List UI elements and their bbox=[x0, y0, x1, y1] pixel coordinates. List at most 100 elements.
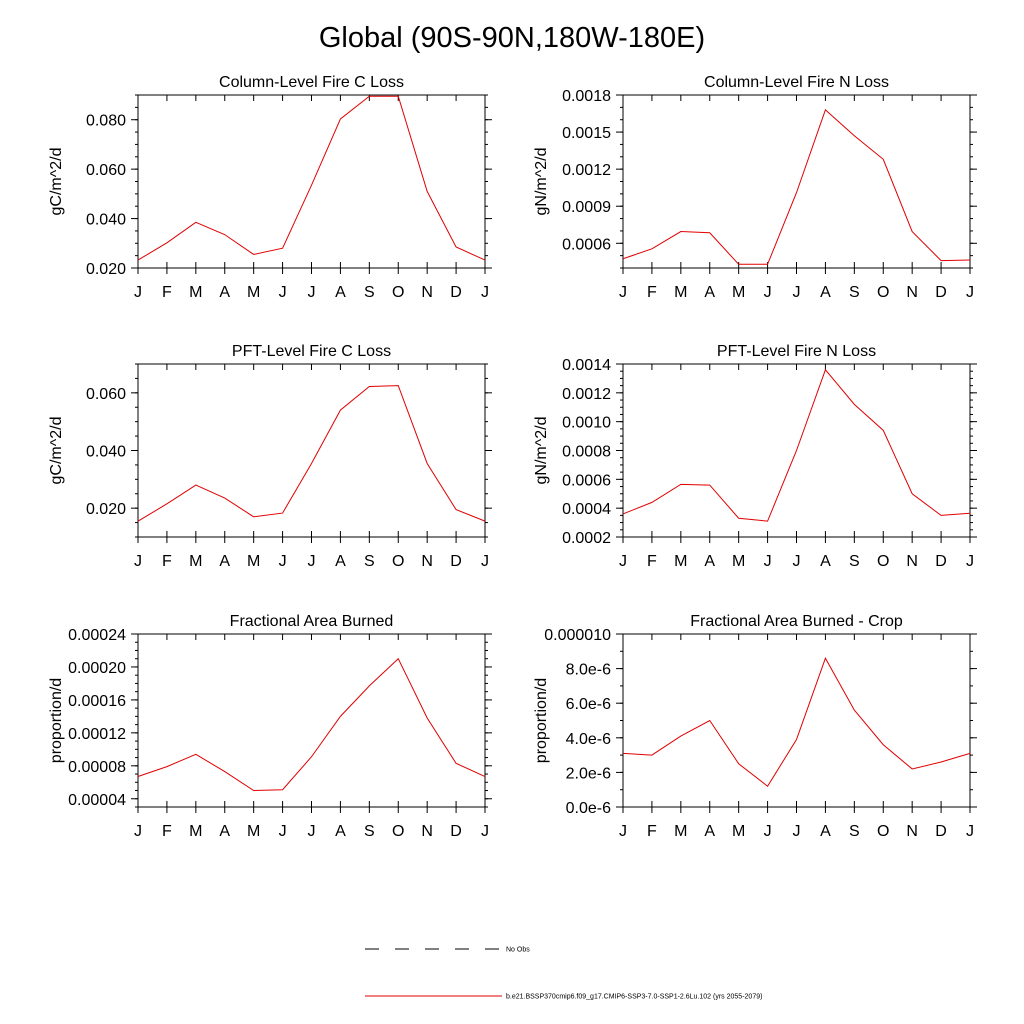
y-tick-label: 0.020 bbox=[86, 501, 126, 518]
x-tick-label: J bbox=[764, 284, 772, 301]
y-tick-label: 0.0012 bbox=[562, 386, 611, 403]
x-tick-label: M bbox=[189, 284, 202, 301]
x-tick-label: D bbox=[935, 553, 947, 570]
x-tick-label: N bbox=[421, 823, 433, 840]
plot-frame bbox=[137, 633, 486, 808]
y-tick-label: 0.0014 bbox=[562, 357, 611, 374]
x-tick-label: A bbox=[820, 553, 831, 570]
x-tick-label: J bbox=[764, 553, 772, 570]
y-tick-label: 0.00012 bbox=[68, 726, 126, 743]
x-tick-label: A bbox=[820, 823, 831, 840]
y-tick-label: 0.0009 bbox=[562, 199, 611, 216]
x-tick-label: J bbox=[134, 284, 142, 301]
y-axis-label: gN/m^2/d bbox=[533, 148, 550, 216]
chart-title: Column-Level Fire C Loss bbox=[219, 74, 404, 91]
y-tick-label: 0.060 bbox=[86, 386, 126, 403]
x-tick-label: A bbox=[335, 284, 346, 301]
chart-6: Fractional Area Burned - Crop proportion/… bbox=[533, 613, 977, 840]
x-tick-label: J bbox=[279, 823, 287, 840]
x-tick-label: A bbox=[704, 284, 715, 301]
x-tick-label: J bbox=[481, 553, 489, 570]
y-tick-label: 0.0004 bbox=[562, 501, 611, 518]
x-tick-label: D bbox=[935, 284, 947, 301]
x-tick-label: F bbox=[647, 553, 657, 570]
chart-title: Column-Level Fire N Loss bbox=[704, 74, 889, 91]
x-tick-label: J bbox=[619, 823, 627, 840]
x-tick-label: J bbox=[793, 284, 801, 301]
page-title: Global (90S-90N,180W-180E) bbox=[318, 22, 706, 54]
chart-title: Fractional Area Burned - Crop bbox=[690, 613, 903, 630]
y-tick-label: 0.000010 bbox=[544, 627, 611, 644]
x-tick-label: J bbox=[481, 823, 489, 840]
y-tick-label: 0.060 bbox=[86, 162, 126, 179]
y-tick-label: 2.0e-6 bbox=[566, 765, 611, 782]
y-axis-label: gC/m^2/d bbox=[48, 417, 65, 485]
x-tick-label: A bbox=[219, 284, 230, 301]
x-tick-label: O bbox=[392, 823, 404, 840]
y-tick-label: 4.0e-6 bbox=[566, 731, 611, 748]
x-tick-label: A bbox=[219, 553, 230, 570]
y-tick-label: 0.0012 bbox=[562, 162, 611, 179]
plot-frame bbox=[622, 633, 971, 808]
x-tick-label: D bbox=[450, 553, 462, 570]
y-tick-label: 0.00004 bbox=[68, 792, 126, 809]
x-tick-label: S bbox=[849, 553, 860, 570]
x-tick-label: J bbox=[279, 284, 287, 301]
x-tick-label: J bbox=[966, 553, 974, 570]
y-tick-label: 0.0002 bbox=[562, 530, 611, 547]
x-tick-label: N bbox=[906, 553, 918, 570]
y-tick-label: 0.0006 bbox=[562, 472, 611, 489]
x-tick-label: J bbox=[134, 823, 142, 840]
chart-title: Fractional Area Burned bbox=[230, 613, 394, 630]
y-axis-label: proportion/d bbox=[48, 678, 65, 763]
series-line bbox=[622, 657, 971, 787]
y-tick-label: 0.0008 bbox=[562, 444, 611, 461]
x-tick-label: O bbox=[392, 284, 404, 301]
legend-label-model: b.e21.BSSP370cmip6.f09_g17.CMIP6-SSP3-7.… bbox=[506, 994, 762, 1001]
y-tick-label: 0.080 bbox=[86, 113, 126, 130]
x-tick-label: O bbox=[877, 823, 889, 840]
chart-title: PFT-Level Fire N Loss bbox=[717, 343, 876, 360]
y-tick-label: 0.0010 bbox=[562, 415, 611, 432]
x-tick-label: M bbox=[247, 553, 260, 570]
legend-label-no-obs: No Obs bbox=[506, 947, 530, 954]
x-tick-label: O bbox=[392, 553, 404, 570]
x-tick-label: A bbox=[820, 284, 831, 301]
x-tick-label: J bbox=[619, 284, 627, 301]
x-tick-label: J bbox=[764, 823, 772, 840]
y-tick-label: 0.0e-6 bbox=[566, 800, 611, 817]
plot-frame bbox=[622, 94, 971, 269]
y-tick-label: 0.00020 bbox=[68, 660, 126, 677]
plot-frame bbox=[137, 94, 486, 269]
y-tick-label: 0.0018 bbox=[562, 88, 611, 105]
y-tick-label: 0.00016 bbox=[68, 693, 126, 710]
x-tick-label: N bbox=[906, 823, 918, 840]
y-tick-label: 0.0006 bbox=[562, 236, 611, 253]
x-tick-label: M bbox=[732, 284, 745, 301]
y-axis-label: proportion/d bbox=[533, 678, 550, 763]
x-tick-label: J bbox=[966, 823, 974, 840]
x-tick-label: F bbox=[162, 553, 172, 570]
x-tick-label: F bbox=[162, 823, 172, 840]
series-line bbox=[622, 368, 971, 522]
x-tick-label: M bbox=[674, 284, 687, 301]
y-tick-label: 0.040 bbox=[86, 444, 126, 461]
y-tick-label: 0.020 bbox=[86, 261, 126, 278]
y-tick-label: 0.0015 bbox=[562, 125, 611, 142]
x-tick-label: D bbox=[935, 823, 947, 840]
x-tick-label: O bbox=[877, 284, 889, 301]
x-tick-label: O bbox=[877, 553, 889, 570]
x-tick-label: S bbox=[364, 553, 375, 570]
x-tick-label: A bbox=[219, 823, 230, 840]
chart-title: PFT-Level Fire C Loss bbox=[232, 343, 391, 360]
x-tick-label: N bbox=[421, 553, 433, 570]
x-tick-label: N bbox=[906, 284, 918, 301]
x-tick-label: D bbox=[450, 284, 462, 301]
y-tick-label: 0.00008 bbox=[68, 759, 126, 776]
legend: No Obs b.e21.BSSP370cmip6.f09_g17.CMIP6-… bbox=[365, 947, 762, 1001]
